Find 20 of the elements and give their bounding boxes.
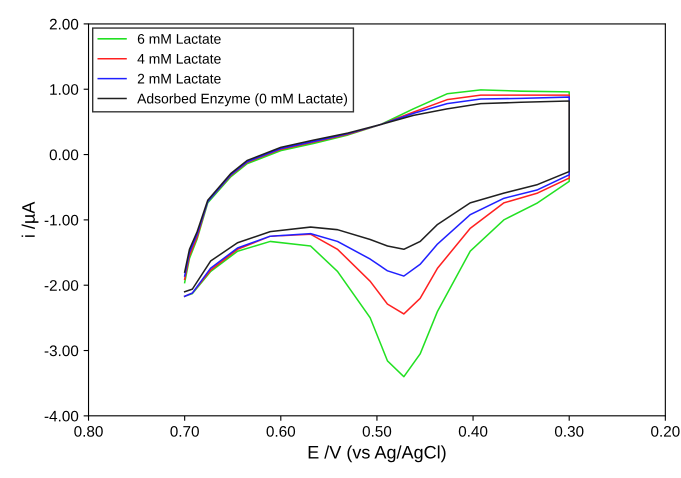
- x-tick-label: 0.60: [266, 426, 296, 437]
- x-tick-label: 0.70: [170, 426, 199, 437]
- y-tick-label: 1.00: [50, 84, 78, 95]
- x-tick-label: 0.30: [554, 426, 584, 437]
- x-tick-label: 0.50: [362, 426, 392, 437]
- y-tick-label: -3.00: [44, 345, 78, 356]
- y-tick-label: -1.00: [44, 214, 78, 226]
- x-axis-title: E /V (vs Ag/AgCl): [308, 445, 446, 462]
- y-tick-label: -4.00: [44, 410, 78, 422]
- y-tick-label: -2.00: [44, 280, 78, 291]
- y-tick-label: 0.00: [50, 149, 78, 160]
- legend-label: Adsorbed Enzyme (0 mM Lactate): [137, 93, 348, 106]
- legend-label: 4 mM Lactate: [137, 54, 221, 64]
- y-tick-label: 2.00: [50, 18, 78, 30]
- x-tick-label: 0.40: [458, 426, 488, 437]
- y-axis-title: i /µA: [22, 202, 38, 237]
- x-tick-label: 0.80: [74, 426, 103, 437]
- legend-label: 2 mM Lactate: [138, 74, 221, 84]
- legend-label: 6 mM Lactate: [138, 34, 221, 44]
- x-tick-label: 0.20: [651, 426, 680, 437]
